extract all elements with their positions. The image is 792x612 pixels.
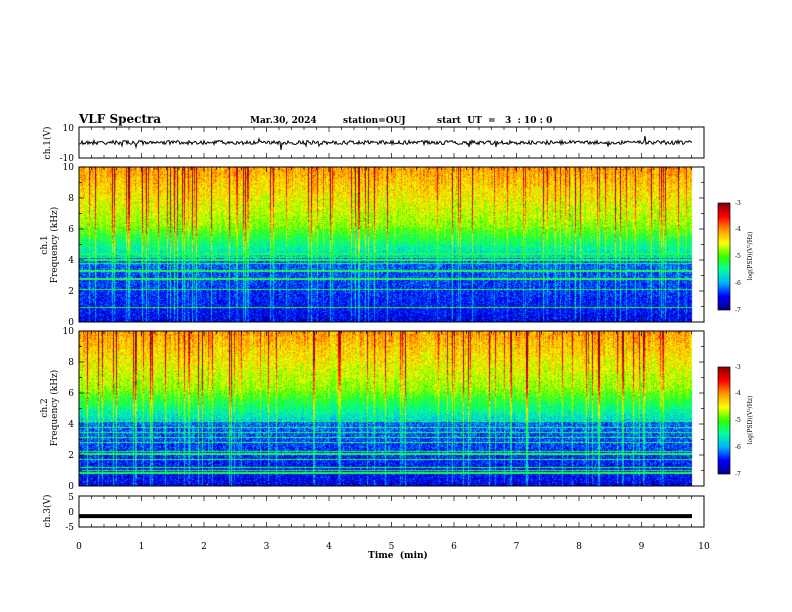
- ch3-wave-ytick-5: 5: [68, 493, 74, 503]
- colorbar-2-tick-neg4: -4: [735, 390, 741, 397]
- figure-title: VLF Spectra: [78, 112, 161, 126]
- ch1-spec-ytick-8: 8: [68, 194, 74, 204]
- xtick-0: 0: [76, 542, 82, 552]
- ch1-wave-ytick-top: 10: [63, 124, 75, 134]
- colorbar-1-area: [718, 203, 730, 310]
- ch1-spec-ytick-2: 2: [68, 287, 74, 297]
- ch1-spec-ytick-10: 10: [63, 163, 75, 173]
- xtick-7: 7: [514, 542, 520, 552]
- ch2-spec-ylabel-channel: ch.2: [40, 398, 50, 417]
- xtick-1: 1: [139, 542, 145, 552]
- ch2-spectrogram-image: [79, 331, 704, 486]
- xtick-4: 4: [326, 542, 332, 552]
- xtick-5: 5: [389, 542, 395, 552]
- ch2-spec-ylabel-frequency: Frequency (kHz): [49, 370, 60, 447]
- ch2-spec-ytick-10: 10: [63, 327, 75, 337]
- x-axis-label: Time (min): [368, 550, 428, 561]
- ch2-spec-ytick-0: 0: [68, 482, 74, 492]
- ch1-spectrogram-image: [79, 167, 704, 322]
- xtick-10: 10: [698, 542, 710, 552]
- ch1-spectrogram-area: [79, 167, 704, 322]
- ch2-spec-ytick-4: 4: [68, 420, 74, 430]
- colorbar-2-tick-neg5: -5: [735, 417, 741, 424]
- start-time-label: start UT = 3 : 10 : 0: [437, 116, 552, 126]
- colorbar-1-tick-neg4: -4: [735, 226, 741, 233]
- colorbar-2-image: [718, 367, 730, 474]
- ch3-wave-ylabel: ch.3(V): [42, 495, 53, 528]
- colorbar-1-tick-neg7: -7: [735, 307, 741, 314]
- ch1-spec-ytick-0: 0: [68, 318, 74, 328]
- colorbar-1-tick-neg3: -3: [735, 200, 741, 207]
- xtick-6: 6: [451, 542, 457, 552]
- xtick-2: 2: [201, 542, 207, 552]
- ch1-wave-ylabel: ch.1(V): [42, 127, 53, 160]
- colorbar-2-tick-neg3: -3: [735, 364, 741, 371]
- ch2-spec-ytick-8: 8: [68, 358, 74, 368]
- ch2-spectrogram-area: [79, 331, 704, 486]
- colorbar-2-frame: [717, 366, 731, 475]
- colorbar-1-tick-neg6: -6: [735, 280, 741, 287]
- ch1-spec-ytick-4: 4: [68, 256, 74, 266]
- ch3-wave-ytick-neg5: -5: [65, 523, 74, 533]
- ch1-spec-ytick-6: 6: [68, 225, 74, 235]
- colorbar-2-tick-neg6: -6: [735, 444, 741, 451]
- xtick-3: 3: [264, 542, 270, 552]
- axis-ticks: [78, 127, 705, 527]
- ch3-wave-ytick-0: 0: [68, 508, 74, 518]
- xtick-9: 9: [639, 542, 645, 552]
- colorbar-1-label: log(PSD)(V²/Hz): [747, 232, 754, 281]
- ch2-spec-ytick-2: 2: [68, 451, 74, 461]
- date-label: Mar.30, 2024: [250, 116, 317, 126]
- ch1-spec-ylabel-channel: ch.1: [40, 235, 50, 254]
- ch1-waveform-line: [78, 135, 693, 151]
- colorbar-2-tick-neg7: -7: [735, 471, 741, 478]
- ch1-wave-ytick-bottom: -10: [60, 154, 75, 164]
- station-label: station=OUJ: [343, 116, 406, 126]
- colorbar-1-frame: [717, 202, 731, 311]
- xtick-8: 8: [576, 542, 582, 552]
- colorbar-2-area: [718, 367, 730, 474]
- colorbar-2-label: log(PSD)(V²/Hz): [747, 396, 754, 445]
- colorbar-1-image: [718, 203, 730, 310]
- colorbar-1-tick-neg5: -5: [735, 253, 741, 260]
- ch1-spec-ylabel-frequency: Frequency (kHz): [49, 207, 60, 284]
- ch2-spec-ytick-6: 6: [68, 389, 74, 399]
